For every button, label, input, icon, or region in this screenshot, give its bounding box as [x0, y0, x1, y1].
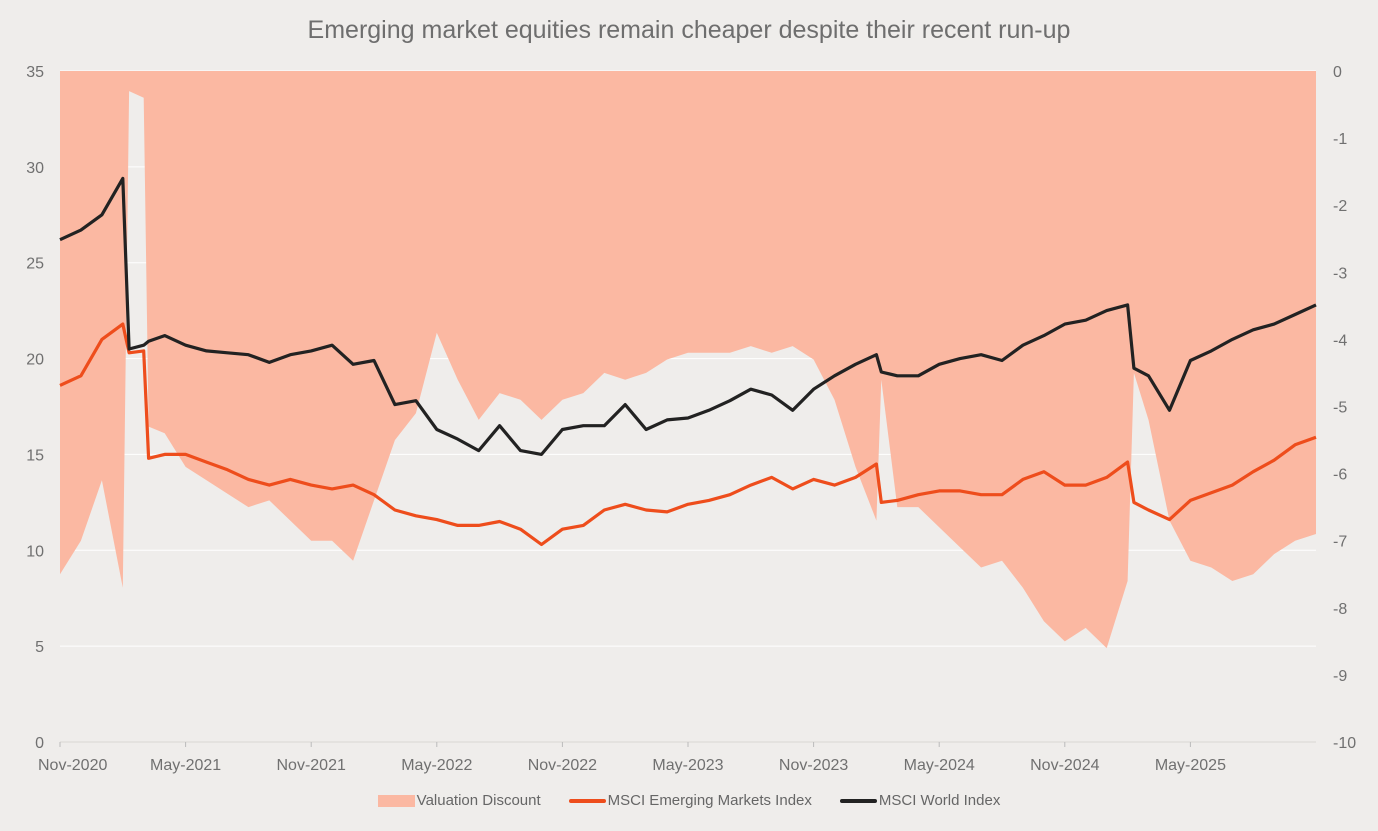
legend-label: Valuation Discount [416, 792, 541, 809]
legend-swatch-line [839, 798, 877, 803]
legend-item: MSCI Emerging Markets Index [568, 792, 812, 809]
legend-label: MSCI World Index [878, 792, 1001, 809]
y-left-tick-label: 25 [26, 256, 44, 273]
y-left-tick-label: 15 [26, 447, 44, 464]
x-tick-label: May-2025 [1155, 757, 1226, 774]
x-tick-label: Nov-2023 [779, 757, 848, 774]
y-left-tick-label: 20 [26, 352, 44, 369]
legend-item: MSCI World Index [839, 792, 1001, 809]
y-right-tick-label: -8 [1333, 601, 1347, 618]
y-left-tick-label: 5 [35, 639, 44, 656]
x-tick-label: May-2024 [904, 757, 975, 774]
x-tick-label: Nov-2021 [277, 757, 346, 774]
chart-title: Emerging market equities remain cheaper … [307, 16, 1071, 44]
legend-swatch-area [377, 794, 415, 807]
y-right-tick-label: -10 [1333, 735, 1356, 752]
valuation-discount-area [60, 71, 1316, 649]
legend-label: MSCI Emerging Markets Index [607, 792, 812, 809]
y-right-tick-label: -1 [1333, 131, 1347, 148]
y-right-tick-label: -2 [1333, 198, 1347, 215]
x-tick-label: May-2021 [150, 757, 221, 774]
y-left-tick-label: 10 [26, 543, 44, 560]
y-right-tick-label: 0 [1333, 64, 1342, 81]
y-right-tick-label: -5 [1333, 400, 1347, 417]
y-right-tick-label: -7 [1333, 534, 1347, 551]
x-tick-label: May-2022 [401, 757, 472, 774]
y-right-tick-label: -6 [1333, 467, 1347, 484]
em-index-line [59, 322, 1317, 547]
y-left-tick-label: 30 [26, 160, 44, 177]
y-left-tick-label: 35 [26, 64, 44, 81]
world-index-line [59, 176, 1317, 456]
x-tick-label: May-2023 [652, 757, 723, 774]
x-tick-label: Nov-2024 [1030, 757, 1099, 774]
y-right-tick-label: -9 [1333, 668, 1347, 685]
y-left-tick-label: 0 [35, 735, 44, 752]
x-tick-label: Nov-2020 [38, 757, 107, 774]
y-right-tick-label: -3 [1333, 265, 1347, 282]
legend-swatch-line [568, 798, 606, 803]
x-tick-label: Nov-2022 [528, 757, 597, 774]
legend-item: Valuation Discount [377, 792, 541, 809]
legend: Valuation Discount MSCI Emerging Markets … [0, 792, 1378, 809]
y-right-tick-label: -4 [1333, 332, 1347, 349]
